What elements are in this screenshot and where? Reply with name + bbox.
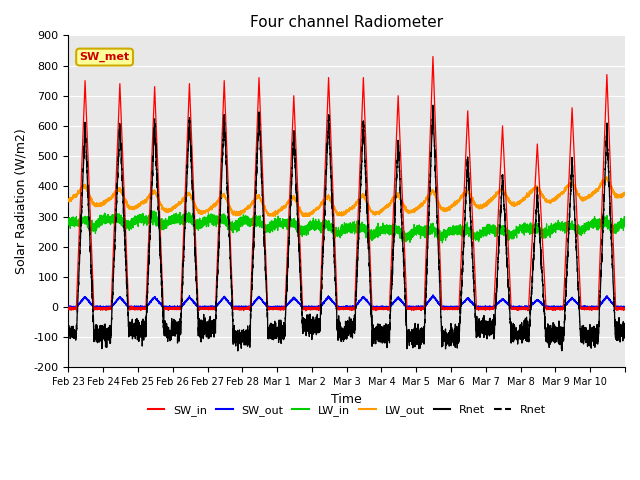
Rnet [236, 333, 243, 338]
LW_in [148, 208, 156, 214]
LW_out [483, 202, 490, 207]
Rnet [84, 194, 92, 200]
LW_out [209, 203, 216, 209]
SW_in [550, 307, 557, 312]
Title: Four channel Radiometer: Four channel Radiometer [250, 15, 444, 30]
Rnet [236, 333, 243, 338]
SW_out [236, 304, 243, 310]
Rnet [314, 320, 322, 325]
Rnet [429, 102, 436, 108]
SW_in [314, 306, 322, 312]
SW_out [483, 304, 490, 310]
LW_in [483, 225, 490, 231]
Text: SW_met: SW_met [79, 52, 130, 62]
Rnet [209, 318, 216, 324]
SW_out [420, 305, 428, 311]
SW_out [65, 304, 72, 310]
Rnet [84, 194, 92, 200]
LW_out [314, 206, 322, 212]
LW_in [314, 222, 322, 228]
LW_out [621, 192, 628, 197]
SW_in [65, 306, 72, 312]
SW_in [84, 151, 92, 157]
X-axis label: Time: Time [332, 393, 362, 406]
Rnet [483, 320, 490, 325]
Rnet [209, 318, 216, 324]
Rnet [550, 329, 557, 335]
SW_in [302, 308, 310, 314]
SW_out [429, 292, 437, 298]
LW_out [303, 214, 311, 220]
LW_out [65, 197, 72, 203]
LW_in [65, 220, 72, 226]
Rnet [234, 348, 242, 354]
LW_out [550, 197, 557, 203]
Rnet [234, 348, 242, 354]
Rnet [429, 102, 436, 108]
SW_in [236, 306, 243, 312]
LW_in [236, 221, 243, 227]
Rnet [483, 320, 490, 325]
LW_in [209, 217, 216, 223]
LW_in [438, 240, 446, 246]
Rnet [314, 320, 322, 325]
SW_out [621, 304, 628, 310]
Rnet [65, 330, 72, 336]
Rnet [65, 330, 72, 336]
SW_in [483, 307, 490, 312]
SW_in [429, 54, 436, 60]
Rnet [621, 335, 628, 341]
SW_out [314, 304, 322, 310]
Y-axis label: Solar Radiation (W/m2): Solar Radiation (W/m2) [15, 129, 28, 274]
Line: LW_in: LW_in [68, 211, 625, 243]
LW_in [84, 223, 92, 229]
Rnet [621, 335, 628, 341]
SW_out [84, 297, 92, 303]
SW_out [550, 303, 557, 309]
Line: Rnet: Rnet [68, 105, 625, 351]
Line: Rnet: Rnet [68, 105, 625, 351]
LW_out [84, 188, 92, 194]
LW_out [603, 174, 611, 180]
Line: SW_out: SW_out [68, 295, 625, 308]
Line: SW_in: SW_in [68, 57, 625, 311]
Rnet [550, 329, 557, 335]
LW_in [621, 224, 628, 229]
LW_out [236, 211, 243, 216]
Legend: SW_in, SW_out, LW_in, LW_out, Rnet, Rnet: SW_in, SW_out, LW_in, LW_out, Rnet, Rnet [143, 400, 550, 420]
Line: LW_out: LW_out [68, 177, 625, 217]
LW_in [550, 223, 557, 229]
SW_out [209, 304, 216, 310]
SW_in [621, 306, 628, 312]
SW_in [209, 305, 216, 311]
